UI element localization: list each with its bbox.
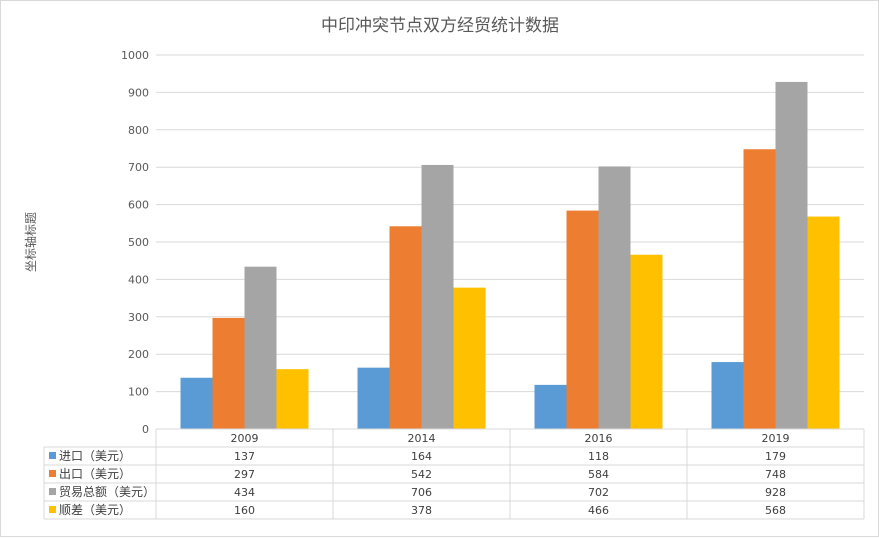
y-tick-label: 300 <box>128 311 149 324</box>
data-label: 164 <box>411 450 432 463</box>
bar-2014-series-1 <box>357 367 390 429</box>
data-label: 702 <box>588 486 609 499</box>
y-tick-label: 0 <box>142 423 149 436</box>
legend-label-series-1: 进口（美元） <box>59 449 131 463</box>
bar-2016-series-4 <box>630 254 663 429</box>
x-tick-label: 2014 <box>408 432 436 445</box>
y-tick-label: 100 <box>128 386 149 399</box>
bar-2016-series-2 <box>566 210 599 429</box>
data-label: 584 <box>588 468 609 481</box>
data-label: 568 <box>765 504 786 517</box>
legend-swatch-series-4 <box>49 506 56 513</box>
bar-2009-series-3 <box>244 266 277 429</box>
data-label: 466 <box>588 504 609 517</box>
legend-swatch-series-2 <box>49 470 56 477</box>
bar-2016-series-1 <box>534 384 567 429</box>
legend-swatch-series-3 <box>49 488 56 495</box>
y-tick-label: 900 <box>128 86 149 99</box>
chart-title: 中印冲突节点双方经贸统计数据 <box>321 16 559 36</box>
data-label: 748 <box>765 468 786 481</box>
y-tick-label: 600 <box>128 199 149 212</box>
legend-label-series-3: 贸易总额（美元） <box>59 485 155 499</box>
data-label: 378 <box>411 504 432 517</box>
bar-2019-series-3 <box>775 81 808 429</box>
data-label: 542 <box>411 468 432 481</box>
data-label: 118 <box>588 450 609 463</box>
y-tick-label: 1000 <box>121 49 149 62</box>
legend-swatch-series-1 <box>49 452 56 459</box>
data-label: 137 <box>234 450 255 463</box>
y-axis-title: 坐标轴标题 <box>23 212 38 272</box>
bar-2019-series-2 <box>743 149 776 430</box>
y-tick-label: 200 <box>128 348 149 361</box>
legend-label-series-2: 出口（美元） <box>59 467 131 481</box>
bar-2014-series-2 <box>389 226 422 429</box>
bar-2019-series-4 <box>807 216 840 429</box>
bar-2019-series-1 <box>711 362 744 429</box>
x-tick-label: 2016 <box>585 432 613 445</box>
y-tick-label: 700 <box>128 161 149 174</box>
x-tick-label: 2019 <box>762 432 790 445</box>
y-tick-label: 400 <box>128 273 149 286</box>
bar-2014-series-4 <box>453 287 486 429</box>
bar-2009-series-1 <box>180 377 213 429</box>
bar-2016-series-3 <box>598 166 631 429</box>
data-label: 179 <box>765 450 786 463</box>
bar-2009-series-2 <box>212 317 245 429</box>
y-tick-label: 500 <box>128 236 149 249</box>
x-tick-label: 2009 <box>231 432 259 445</box>
bar-2014-series-3 <box>421 164 454 429</box>
data-label: 928 <box>765 486 786 499</box>
data-label: 434 <box>234 486 255 499</box>
y-tick-label: 800 <box>128 124 149 137</box>
data-label: 706 <box>411 486 432 499</box>
bar-2009-series-4 <box>276 369 309 429</box>
data-label: 160 <box>234 504 255 517</box>
legend-label-series-4: 顺差（美元） <box>59 503 131 517</box>
data-label: 297 <box>234 468 255 481</box>
